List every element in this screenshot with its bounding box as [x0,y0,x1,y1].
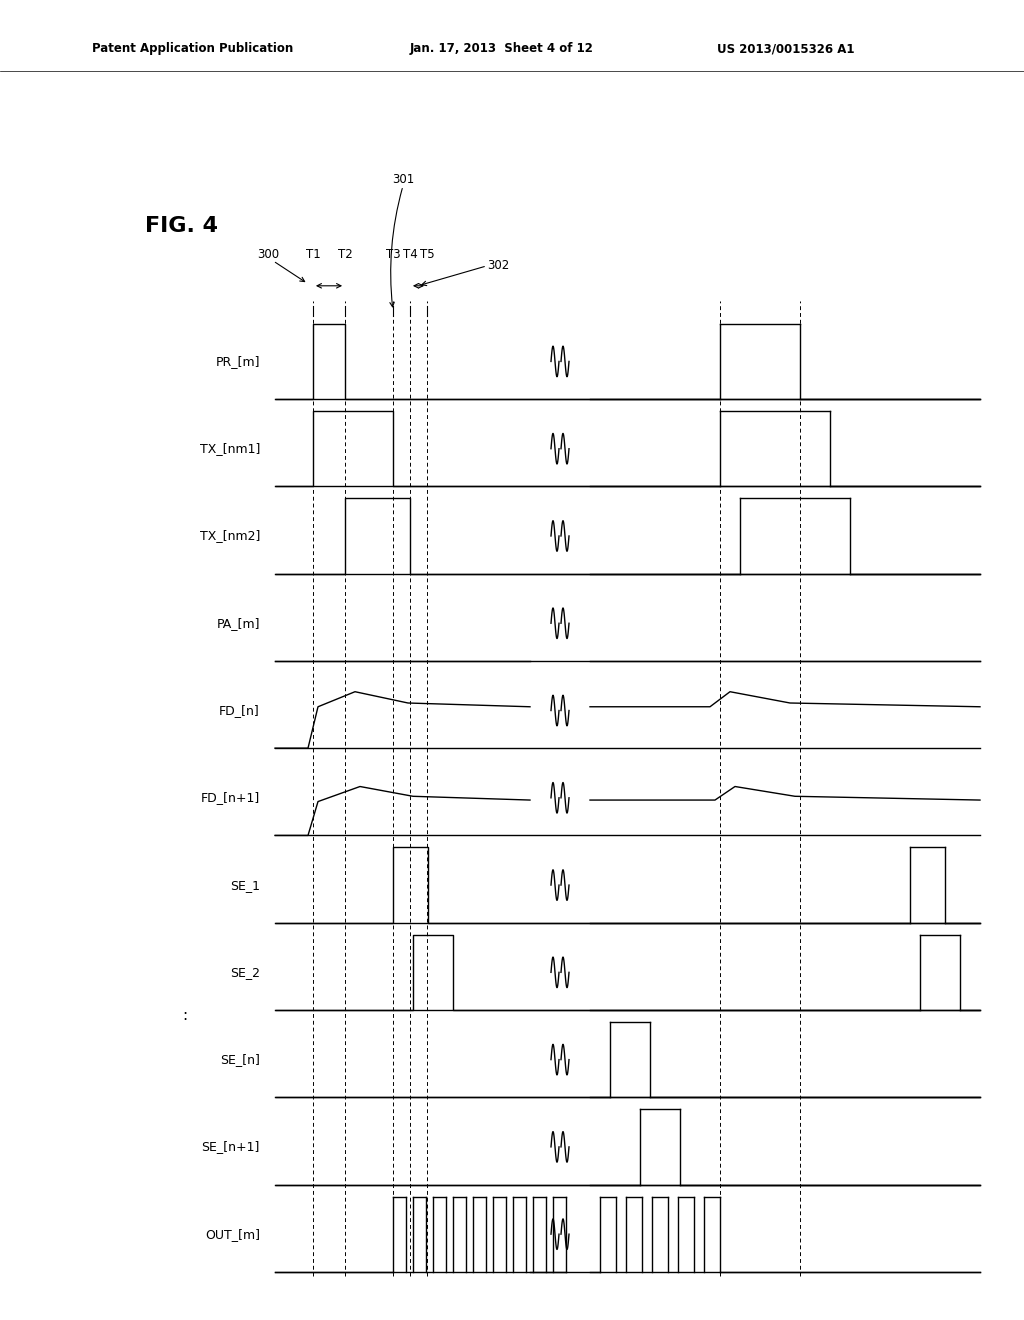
Text: T3: T3 [386,248,400,261]
Text: SE_[n+1]: SE_[n+1] [202,1140,260,1154]
Text: SE_1: SE_1 [230,879,260,891]
Text: TX_[nm2]: TX_[nm2] [200,529,260,543]
Text: T1: T1 [305,248,321,261]
Text: Patent Application Publication: Patent Application Publication [92,42,294,55]
Text: FD_[n]: FD_[n] [219,704,260,717]
Text: FD_[n+1]: FD_[n+1] [201,791,260,804]
Text: SE_2: SE_2 [230,966,260,979]
Text: SE_[n]: SE_[n] [220,1053,260,1067]
Text: PR_[m]: PR_[m] [215,355,260,368]
Text: 301: 301 [392,173,414,186]
Text: 300: 300 [257,248,280,261]
Text: FIG. 4: FIG. 4 [145,215,218,236]
Text: PA_[m]: PA_[m] [216,616,260,630]
Text: Jan. 17, 2013  Sheet 4 of 12: Jan. 17, 2013 Sheet 4 of 12 [410,42,594,55]
Text: :: : [182,1008,187,1023]
Text: OUT_[m]: OUT_[m] [205,1228,260,1241]
Text: T5: T5 [420,248,434,261]
Text: T4: T4 [402,248,418,261]
Text: US 2013/0015326 A1: US 2013/0015326 A1 [717,42,854,55]
Text: T2: T2 [338,248,352,261]
Text: 302: 302 [487,259,509,272]
Text: TX_[nm1]: TX_[nm1] [200,442,260,455]
